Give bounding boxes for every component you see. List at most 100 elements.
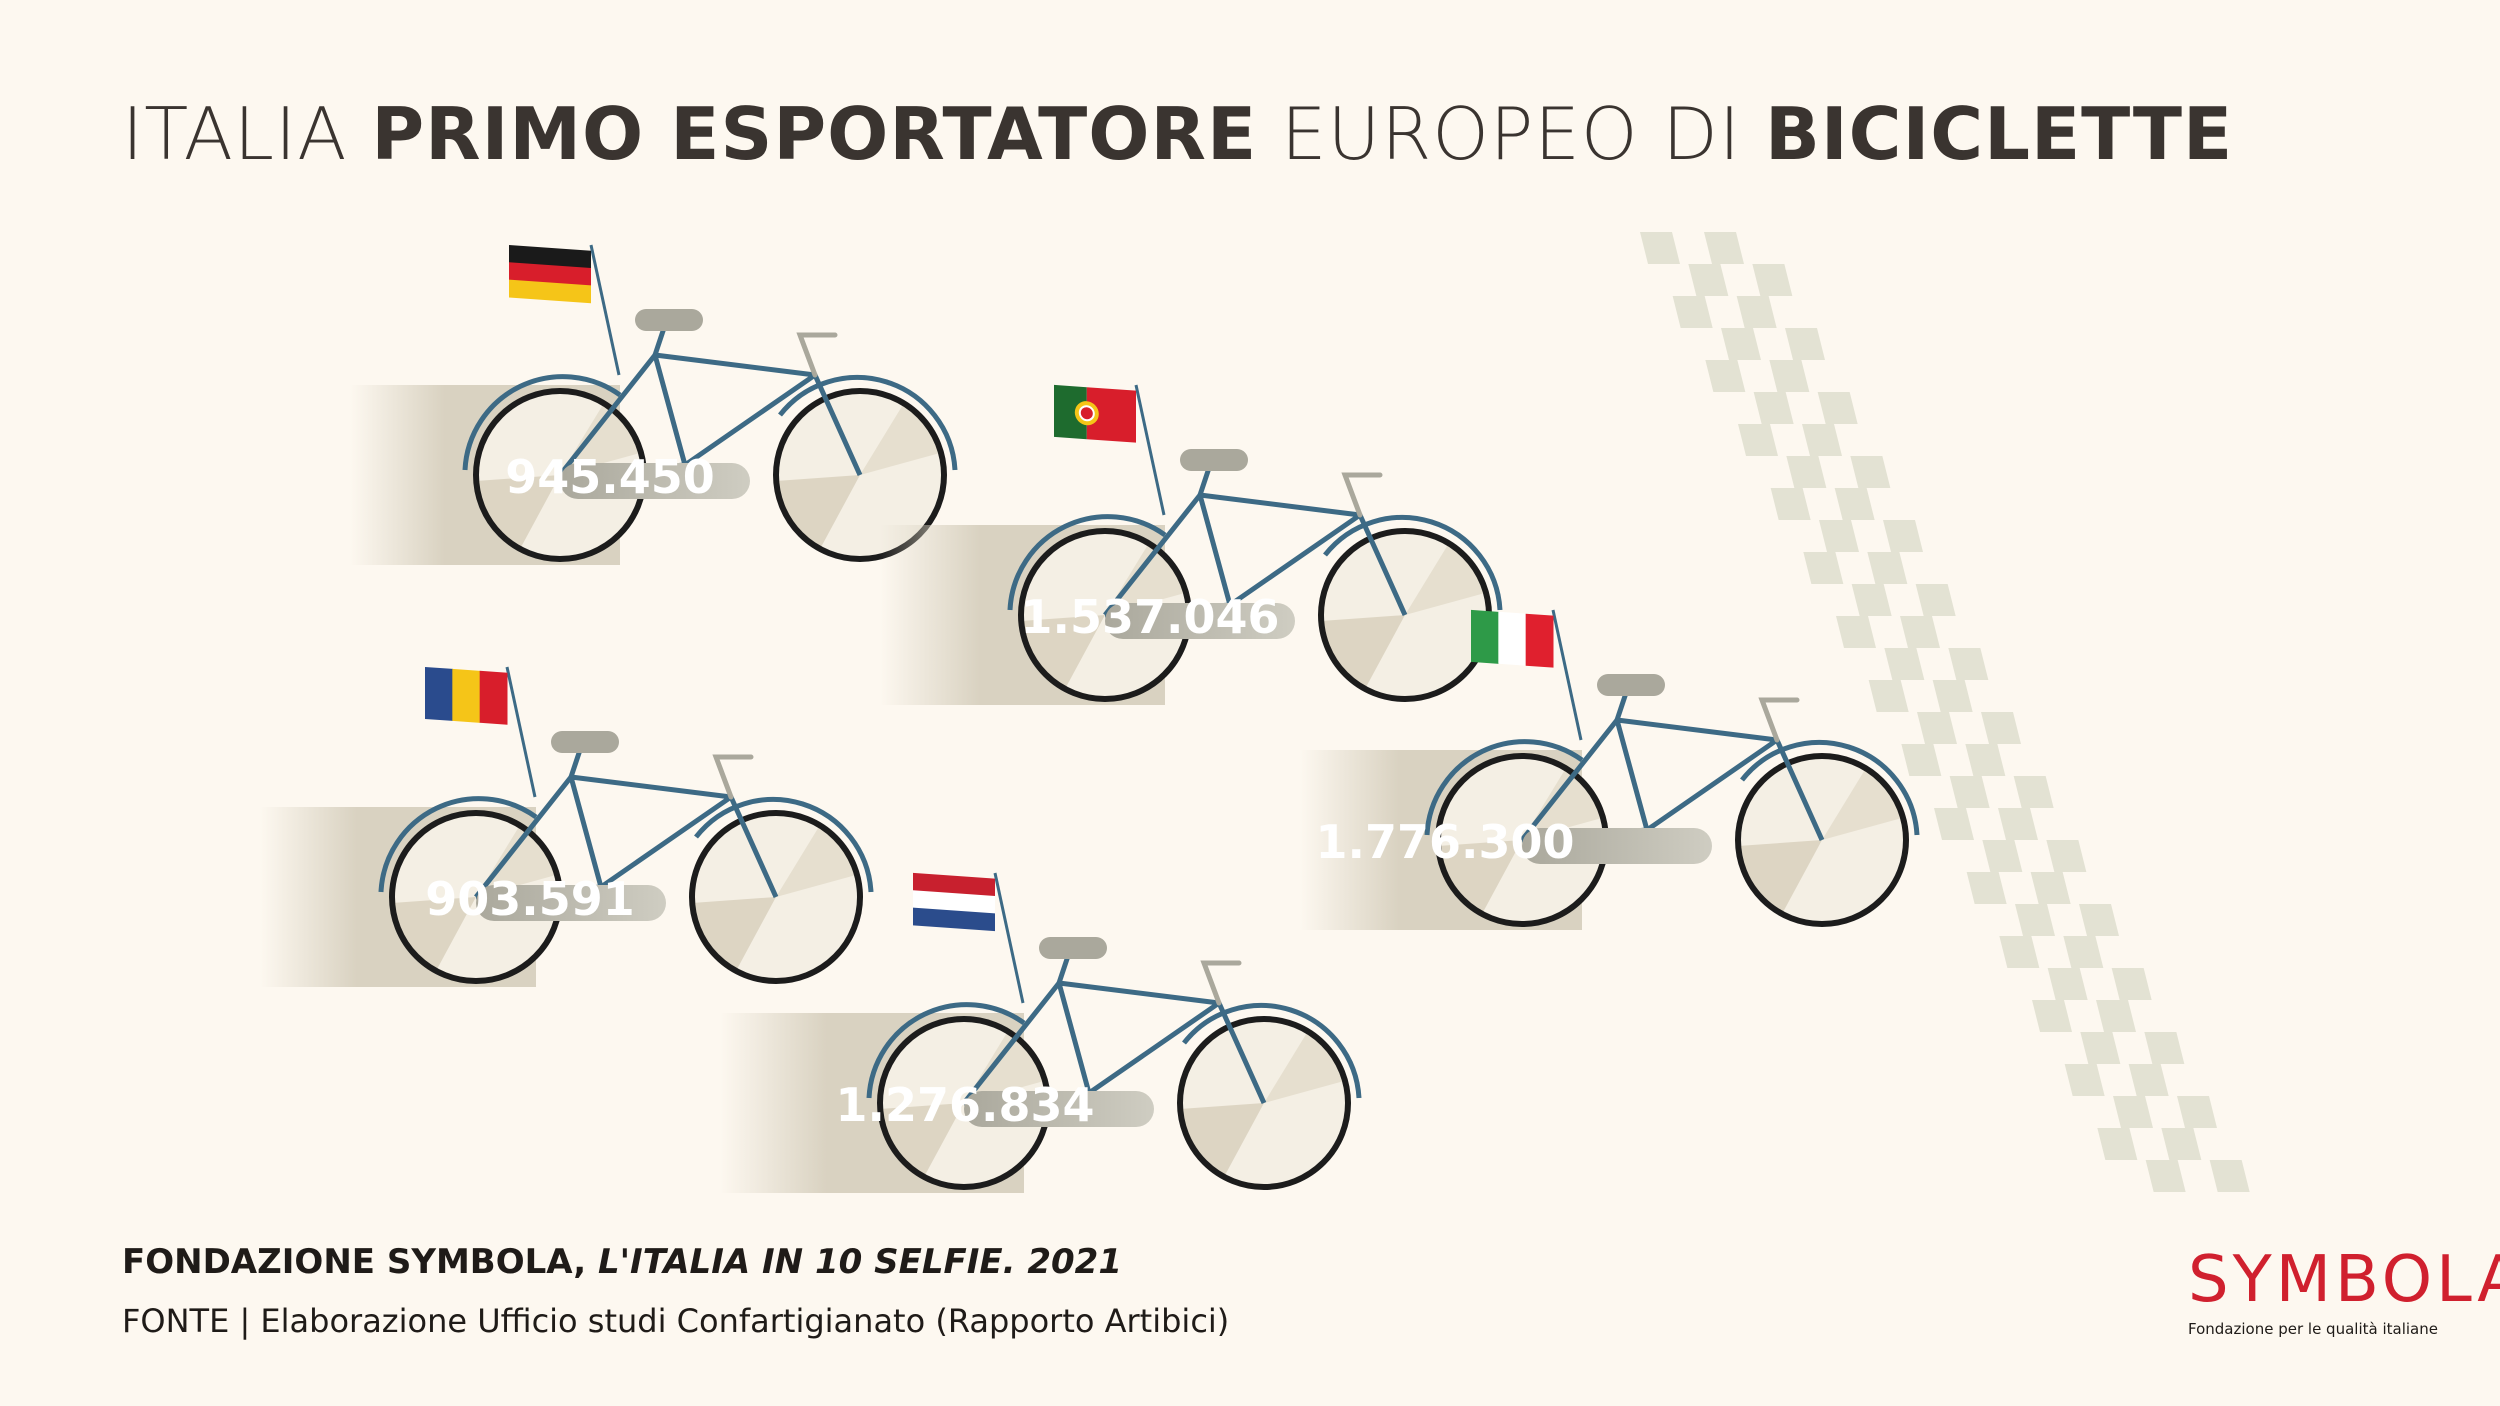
flag-stripe <box>509 279 591 304</box>
checker-tile <box>1769 360 1810 392</box>
handlebar <box>712 754 754 800</box>
tire <box>1177 1016 1351 1190</box>
checker-tile <box>1999 936 2040 968</box>
checker-tile <box>2209 1160 2250 1192</box>
checker-tile <box>1850 456 1891 488</box>
flag-stripe <box>1086 387 1136 443</box>
flag-stripe <box>425 666 453 721</box>
checker-tile <box>1736 296 1777 328</box>
checker-tile <box>1705 360 1746 392</box>
source-publisher: FONDAZIONE SYMBOLA, <box>122 1242 598 1282</box>
chain-guard <box>964 1091 1154 1127</box>
flag-stripe <box>1525 613 1554 668</box>
flag-pole <box>1134 384 1166 516</box>
flag-stripe <box>1498 611 1527 666</box>
bike-netherlands: 1.276.834 <box>720 872 1362 1193</box>
bike-fender <box>1323 514 1503 611</box>
checker-tile <box>1752 264 1793 296</box>
value-label-germany: 945.450 <box>505 450 715 504</box>
checker-tile <box>2144 1032 2185 1064</box>
wheel-shade <box>1405 543 1485 615</box>
bike-italy: 1.776.300 <box>1300 609 1920 930</box>
checker-tile <box>1672 296 1713 328</box>
flag-stripe <box>509 262 591 286</box>
bike-fender <box>1007 514 1167 611</box>
flag-stripe <box>452 668 481 723</box>
bike-fender <box>866 1002 1026 1099</box>
wheel-shade <box>1822 768 1902 840</box>
symbola-logo: SYMBOLA Fondazione per le qualità italia… <box>2188 1248 2500 1338</box>
checker-tile <box>1948 648 1989 680</box>
checker-tile <box>2015 904 2055 936</box>
flag-germany-icon <box>509 244 591 304</box>
checker-tile <box>1688 264 1729 296</box>
bike-fender <box>1182 1002 1362 1099</box>
flag-romania-icon <box>425 666 508 725</box>
checker-tile <box>1704 232 1744 264</box>
flag-stripe <box>913 890 995 914</box>
checker-tile <box>1949 776 1990 808</box>
checker-tile <box>2145 1160 2186 1192</box>
bike-fender <box>378 796 538 893</box>
title-part-3: EUROPEO DI <box>1257 92 1765 176</box>
checker-tile <box>1982 840 2023 872</box>
bike-romania: 903.591 <box>260 666 874 987</box>
checker-tile <box>2080 1032 2121 1064</box>
bike-seat <box>635 309 703 331</box>
checker-tile <box>1965 744 2006 776</box>
handlebar <box>1200 960 1242 1006</box>
flag-stripe <box>913 907 995 932</box>
checker-tile <box>1901 744 1942 776</box>
checker-tile <box>2097 1128 2138 1160</box>
checker-tile <box>2161 1128 2202 1160</box>
checker-tile <box>1884 648 1925 680</box>
checker-tile <box>2030 872 2071 904</box>
checker-tile <box>1819 520 1859 552</box>
checker-tile <box>2096 1000 2136 1032</box>
checker-tile <box>2079 904 2119 936</box>
bike-seat <box>1597 674 1665 696</box>
flag-italy-icon <box>1471 609 1554 668</box>
checker-tile <box>1917 712 1957 744</box>
handlebar <box>796 332 838 378</box>
tire <box>689 810 863 984</box>
tire <box>1735 753 1909 927</box>
bike-seat <box>551 731 619 753</box>
value-label-netherlands: 1.276.834 <box>836 1078 1095 1132</box>
chain-guard <box>1522 828 1712 864</box>
checker-tile <box>2177 1096 2217 1128</box>
wheel-shade <box>964 1031 1044 1103</box>
wheel-shade <box>860 403 940 475</box>
checker-tile <box>1966 872 2007 904</box>
handlebar <box>1758 697 1800 743</box>
checker-tile <box>1721 328 1761 360</box>
source-publication: L'ITALIA IN 10 SELFIE. 2021 <box>597 1242 1122 1282</box>
checker-tile <box>2113 1096 2153 1128</box>
bike-seat <box>1039 937 1107 959</box>
bike-germany: 945.450 <box>350 244 958 565</box>
checker-tile <box>1738 424 1778 456</box>
checker-tile <box>1786 456 1827 488</box>
checker-tile <box>2111 968 2152 1000</box>
checker-tile <box>1934 808 1974 840</box>
checker-tile <box>1753 392 1794 424</box>
wheel-shade <box>1264 1031 1344 1103</box>
checker-tile <box>1900 616 1940 648</box>
checker-tile <box>2047 968 2088 1000</box>
chain-guard <box>560 463 750 499</box>
checker-tile <box>1981 712 2021 744</box>
chain-guard <box>476 885 666 921</box>
page-title: ITALIA PRIMO ESPORTATORE EUROPEO DI BICI… <box>122 92 2233 176</box>
checker-tile <box>1883 520 1923 552</box>
flag-pole <box>1551 609 1583 741</box>
bike-seat <box>1180 449 1248 471</box>
checker-tile <box>1915 584 1956 616</box>
wheel-shade <box>776 825 856 897</box>
checker-tile <box>1770 488 1811 520</box>
flag-stripe <box>479 670 508 725</box>
checker-tile <box>1802 424 1842 456</box>
checker-tile <box>1803 552 1844 584</box>
logo-tagline: Fondazione per le qualità italiane <box>2188 1320 2438 1338</box>
chain-guard <box>1105 603 1295 639</box>
checker-tile <box>1640 232 1680 264</box>
